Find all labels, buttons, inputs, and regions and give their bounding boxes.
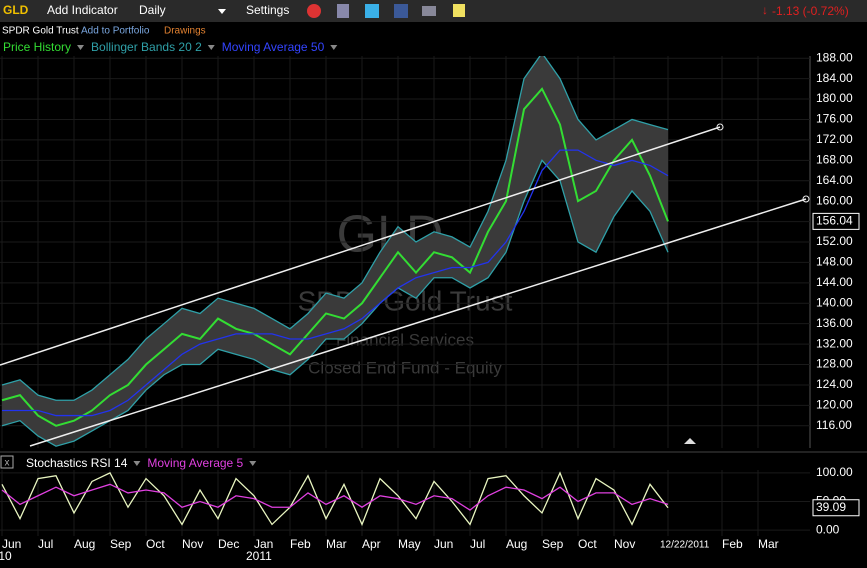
y-tick-label: 0.00 [816,522,840,536]
symbol[interactable]: GLD [3,3,29,17]
channel-handle[interactable] [716,123,724,131]
note-icon[interactable] [453,4,465,17]
x-tick-label: Oct [578,537,597,551]
last-value-box [812,212,860,230]
y-tick-label: 132.00 [816,336,853,350]
series-line [1,56,669,401]
legend-entry: Moving Average 50 [222,40,325,54]
binoculars-icon[interactable] [422,6,436,16]
y-tick-label: 152.00 [816,234,853,248]
channel-handle[interactable] [802,195,810,203]
series-line [2,149,669,417]
interval[interactable]: Daily [139,3,166,17]
y-tick-label: 136.00 [816,316,853,330]
x-tick-label: Mar [326,537,347,551]
last-value: 156.04 [816,214,853,228]
y-tick-label: 160.00 [816,193,853,207]
x-tick-label: Nov [614,537,635,551]
y-tick-label: 168.00 [816,152,853,166]
x-tick-label: Jan [254,537,273,551]
add-indicator[interactable]: Add Indicator [47,3,118,17]
legend-arrow [77,45,85,50]
y-tick-label: 116.00 [816,418,852,432]
y-tick-label: 164.00 [816,173,853,187]
x-tick-label: Jun [434,537,453,551]
x-tick-label: Feb [722,537,743,551]
legend-arrow [330,45,338,50]
close-x[interactable]: x [5,458,10,469]
x-tick-label: Sep [542,537,564,551]
y-tick-label: 140.00 [816,295,853,309]
series-line [1,483,669,511]
legend-entry: Bollinger Bands 20 2 [91,40,202,54]
last-value: 39.09 [816,500,846,514]
close-panel[interactable] [0,455,14,469]
settings[interactable]: Settings [246,3,289,17]
y-tick-label: 176.00 [816,112,853,126]
x-tick-label: Oct [146,537,165,551]
y-tick-label: 120.00 [816,398,853,412]
watermark-category: Closed End Fund - Equity [308,358,502,377]
dropdown-arrow[interactable] [218,9,226,14]
band-fill [2,56,668,447]
x-tick-label: Jul [38,537,53,551]
legend-arrow [207,45,215,50]
x-tick-label: Apr [362,537,381,551]
scroll-marker[interactable] [684,438,696,444]
y-tick-label: 184.00 [816,71,853,85]
x-tick-label: Nov [182,537,203,551]
x-tick-label: Feb [290,537,311,551]
legend-arrow [249,461,257,466]
legend-arrow [133,461,141,466]
x-tick-label: May [398,537,421,551]
year-label: 2011 [246,549,272,563]
y-tick-label: 124.00 [816,377,853,391]
y-tick-label: 144.00 [816,275,853,289]
twitter-icon[interactable] [365,4,379,18]
legend-entry: Moving Average 5 [147,456,243,470]
x-tick-label: 12/22/2011 [660,540,710,551]
channel-line [0,126,721,366]
arrow: ↓ [762,3,768,17]
legend-entry: Price History [3,40,71,54]
y-tick-label: 128.00 [816,357,853,371]
last-value-box [812,499,860,517]
y-tick-label: 180.00 [816,91,853,105]
add-to-portfolio[interactable]: Add to Portfolio [81,26,150,37]
alarm-icon[interactable] [307,4,321,18]
facebook-icon[interactable] [394,4,408,18]
y-tick-label: 172.00 [816,132,853,146]
channel-line [29,198,807,447]
year-label: 2010 [0,549,12,563]
series-line [1,87,669,427]
x-tick-label: Jun [2,537,21,551]
y-tick-label: 148.00 [816,255,853,269]
legend-entry: Stochastics RSI 14 [26,456,128,470]
x-tick-label: Aug [506,537,527,551]
security-name: SPDR Gold Trust [2,26,79,37]
series-line [1,471,669,527]
x-tick-label: Aug [74,537,95,551]
price-change: -1.13 (-0.72%) [772,4,849,18]
y-tick-label: 100.00 [816,465,853,479]
x-tick-label: Jul [470,537,485,551]
x-tick-label: Dec [218,537,239,551]
drawings[interactable]: Drawings [164,26,206,37]
y-tick-label: 188.00 [816,50,853,64]
watermark-sector: Financial Services [336,330,474,349]
x-tick-label: Sep [110,537,132,551]
doc-icon[interactable] [337,4,349,18]
x-tick-label: Mar [758,537,779,551]
